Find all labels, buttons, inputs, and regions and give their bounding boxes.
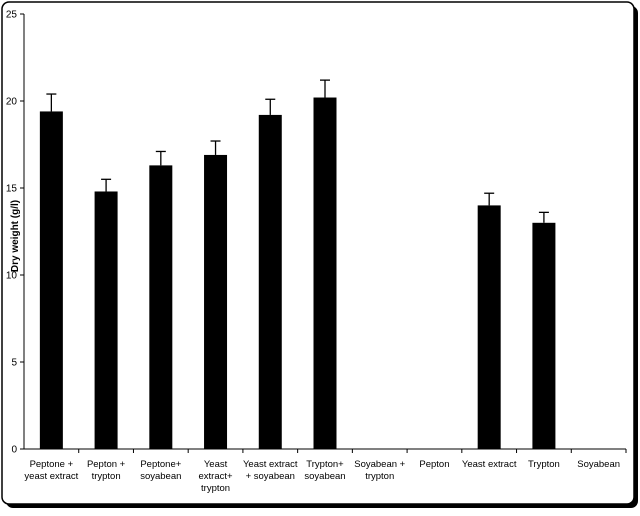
x-tick-label-4-0: Yeast extract bbox=[243, 459, 298, 470]
y-axis-title: Dry weight (g/l) bbox=[10, 200, 21, 272]
bar-1 bbox=[94, 191, 118, 450]
y-tick-label-10: 10 bbox=[6, 271, 18, 282]
y-tick-label-5: 5 bbox=[11, 358, 17, 369]
x-tick-label-5-1: soyabean bbox=[304, 471, 345, 482]
x-tick-label-10-0: Soyabean bbox=[577, 459, 620, 470]
plot-area: 0 5 10 15 20 25 Peptone +yeast extract Pepton +… bbox=[6, 10, 627, 494]
x-tick-label-2-0: Peptone+ bbox=[140, 459, 181, 470]
x-tick-label-0-1: yeast extract bbox=[24, 471, 78, 482]
y-tick-label-25: 25 bbox=[6, 10, 18, 21]
bar-0 bbox=[39, 111, 63, 449]
x-tick-label-8-0: Yeast extract bbox=[462, 459, 517, 470]
x-tick-label-4-1: + soyabean bbox=[246, 471, 295, 482]
bar-2 bbox=[149, 165, 173, 449]
x-tick-label-9-0: Trypton bbox=[528, 459, 560, 470]
bar-8 bbox=[477, 205, 501, 449]
x-tick-label-3-0: Yeast bbox=[204, 459, 228, 470]
y-tick-label-0: 0 bbox=[11, 445, 17, 456]
y-tick-label-15: 15 bbox=[6, 184, 18, 195]
x-tick-label-5-0: Trypton+ bbox=[306, 459, 344, 470]
bar-4 bbox=[258, 114, 282, 450]
x-tick-label-0-0: Peptone + bbox=[30, 459, 74, 470]
x-tick-label-1-0: Pepton + bbox=[87, 459, 126, 470]
x-tick-label-6-1: trypton bbox=[365, 471, 394, 482]
x-tick-label-6-0: Soyabean + bbox=[354, 459, 405, 470]
x-tick-label-3-2: trypton bbox=[201, 483, 230, 494]
bar-3 bbox=[204, 154, 228, 449]
x-tick-label-2-1: soyabean bbox=[140, 471, 181, 482]
bar-5 bbox=[313, 97, 337, 450]
x-tick-label-3-1: extract+ bbox=[199, 471, 234, 482]
x-tick-label-7-0: Pepton bbox=[419, 459, 449, 470]
bar-9 bbox=[532, 222, 556, 449]
x-tick-label-1-1: trypton bbox=[92, 471, 121, 482]
y-tick-label-20: 20 bbox=[6, 97, 18, 108]
